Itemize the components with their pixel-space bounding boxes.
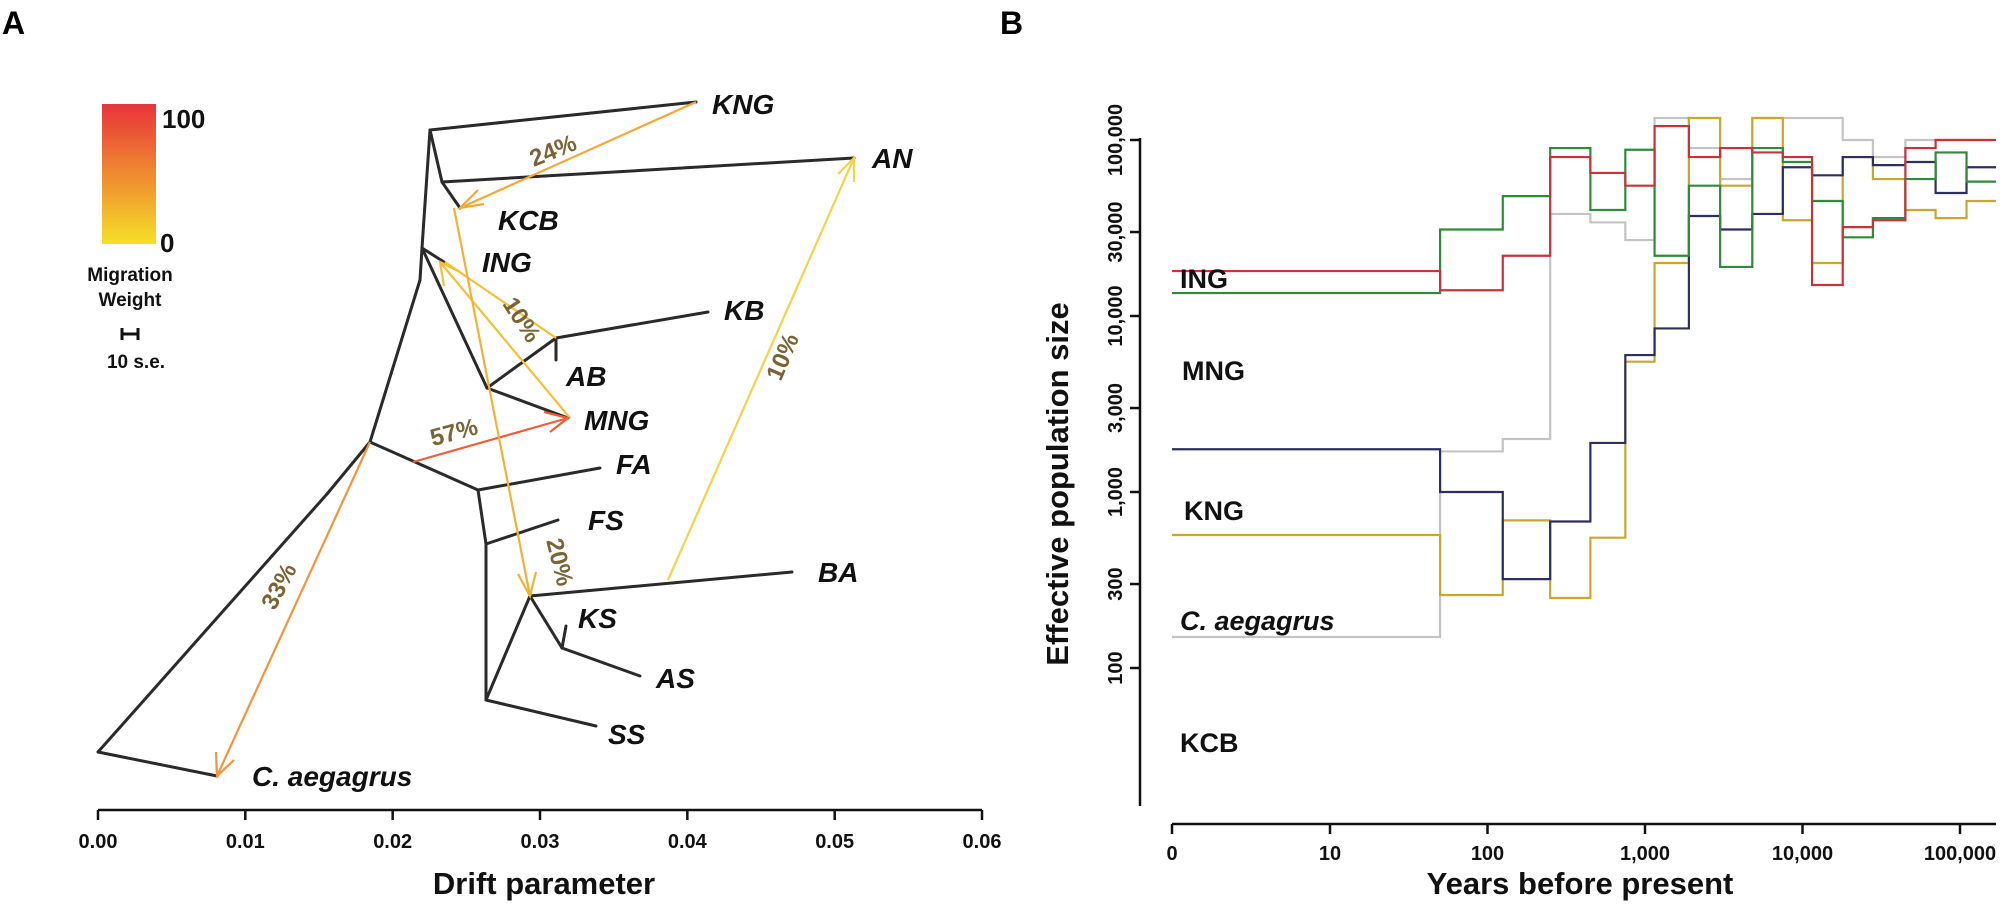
years-tick-label: 100 [1471,843,1504,865]
tree-branches [96,100,856,778]
drift-tick-label: 0.04 [668,831,708,853]
population-size-tick-label: 10,000 [1105,285,1127,346]
population-size-axis-title: Effective population size [1040,302,1075,665]
branch [484,518,560,546]
series-label-mng: MNG [1182,356,1245,386]
series-label-kcb: KCB [1180,728,1239,758]
drift-tick-label: 0.01 [226,831,265,853]
population-size-tick-label: 100,000 [1105,104,1127,176]
branch [96,750,219,778]
migration-arrow-57 [412,410,571,464]
drift-tick-label: 0.02 [373,831,412,853]
branch [368,440,480,492]
pop-label-an: AN [871,143,913,174]
population-size-tick-label: 300 [1105,567,1127,600]
years-tick-label: 10,000 [1772,843,1833,865]
branch [420,246,489,390]
branch [418,246,424,282]
panel-a-admixture-tree: A 100 0 Migration Weight 10 s.e. [2,5,1001,901]
years-axis-ticks: 0 10 100 1,000 10,000 100,000 [1166,824,1996,865]
series-label-c-aegagrus: C. aegagrus [1180,606,1335,636]
migration-label-57: 57% [427,413,480,452]
population-size-tick-label: 1,000 [1105,467,1127,517]
pop-label-fs: FS [588,505,624,536]
branch [420,128,432,250]
migration-arrow-33 [214,441,372,779]
population-size-tick-label: 30,000 [1105,201,1127,262]
pop-label-ks: KS [578,603,617,634]
step-line-kcb [1172,116,1996,639]
branch [484,594,532,702]
pop-label-kcb: KCB [498,205,559,236]
pop-label-ss: SS [608,719,646,750]
panel-a-letter: A [2,5,25,41]
branch [440,180,462,210]
drift-tick-label: 0.05 [815,831,854,853]
migration-arrow-10-to-an [666,155,856,581]
migration-weight-colorbar [102,104,156,244]
years-tick-label: 0 [1166,843,1177,865]
branch [484,698,598,728]
branch [560,624,568,650]
panel-b-step-chart: B 0 10 100 1,000 10,000 100,000 100 300 1,000 3,… [1000,5,1996,901]
pop-label-ab: AB [565,361,606,392]
pop-label-as: AS [655,663,695,694]
legend-max-label: 100 [162,104,205,134]
pop-label-ba: BA [818,557,858,588]
branch [476,488,488,546]
panel-b-letter: B [1000,5,1023,41]
series-label-ing: ING [1180,264,1228,294]
step-series [1172,116,1996,639]
branch [554,310,710,340]
branch [420,246,446,264]
years-tick-label: 100,000 [1924,843,1996,865]
branch [325,440,372,496]
pop-label-mng: MNG [584,405,649,436]
legend-min-label: 0 [160,228,174,258]
migration-arrow-24 [456,100,697,210]
drift-tick-label: 0.00 [79,831,118,853]
branch [528,570,794,598]
branch [528,594,564,650]
branch [485,336,558,390]
step-line-ing [1172,124,1996,292]
drift-axis-title: Drift parameter [433,866,655,901]
branch [428,128,444,184]
step-line-c-aegagrus [1172,116,1996,600]
branch [96,492,329,754]
migration-label-20: 20% [540,536,578,589]
pop-label-kng: KNG [712,89,774,120]
migration-arrow-20 [452,207,538,600]
plot-axes [1138,138,1996,826]
legend-title-line1: Migration [87,265,173,286]
years-tick-label: 1,000 [1620,843,1670,865]
population-size-tick-label: 3,000 [1105,383,1127,433]
migration-arrows [214,100,856,779]
drift-tick-label: 0.06 [963,831,1002,853]
pop-label-fa: FA [616,449,652,480]
pop-label-ing: ING [482,247,532,278]
drift-tick-label: 0.03 [521,831,560,853]
scale-bar-label: 10 s.e. [107,352,165,373]
branch [485,386,570,420]
migration-weight-legend: 100 0 Migration Weight 10 s.e. [87,104,205,373]
years-axis-title: Years before present [1427,866,1734,901]
pop-label-c-aegagrus: C. aegagrus [252,761,412,792]
pop-label-kb: KB [724,295,764,326]
branch [368,278,422,444]
years-tick-label: 10 [1319,843,1341,865]
population-size-axis-ticks: 100 300 1,000 3,000 10,000 30,000 100,000 [1105,104,1140,685]
scale-bar-icon [120,328,140,340]
branch [560,646,642,678]
branch [428,100,698,132]
migration-arrow-10-to-ing-secondary [444,261,557,339]
series-label-kng: KNG [1184,496,1244,526]
migration-label-10-to-an: 10% [761,330,805,385]
legend-title-line2: Weight [99,290,163,311]
branch [440,156,856,184]
branch [476,466,602,492]
population-size-tick-label: 100 [1105,651,1127,684]
drift-axis-ticks: 0.00 0.01 0.02 0.03 0.04 0.05 0.06 [79,810,1002,853]
